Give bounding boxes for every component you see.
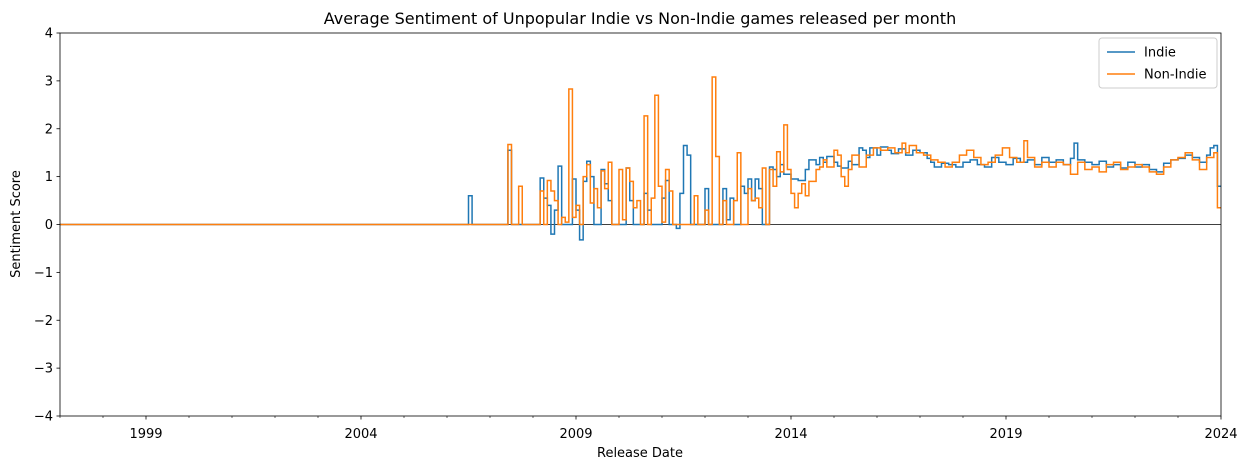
series-line-non-indie [60,76,1221,226]
x-axis-label: Release Date [597,446,683,461]
x-tick-label: 2009 [559,427,592,442]
series-line-indie [60,142,1221,241]
legend-label: Indie [1144,46,1176,61]
x-tick-label: 2019 [989,427,1022,442]
y-tick-label: −2 [34,314,53,329]
legend-label: Non-Indie [1144,68,1207,83]
axes: 4 3 2 1 0 −1 −2 −3 −4 1999 2004 2009 2014 2019 2024 [34,27,1238,443]
y-tick-label: −1 [34,266,53,281]
y-tick-label: 0 [45,218,53,233]
chart-title: Average Sentiment of Unpopular Indie vs … [324,9,956,28]
x-tick-label: 2024 [1204,427,1237,442]
x-tick-label: 2014 [774,427,807,442]
y-axis-label: Sentiment Score [9,170,24,278]
y-tick-label: 2 [45,122,53,137]
x-tick-label: 1999 [129,427,162,442]
y-tick-label: −4 [34,410,53,425]
legend-box [1098,37,1218,89]
plot-area [60,76,1221,241]
y-tick-label: 4 [45,27,53,42]
y-tick-label: 3 [45,74,53,89]
y-tick-label: −3 [34,362,53,377]
y-tick-label: 1 [45,170,53,185]
x-tick-label: 2004 [344,427,377,442]
legend: Indie Non-Indie [1098,37,1218,89]
